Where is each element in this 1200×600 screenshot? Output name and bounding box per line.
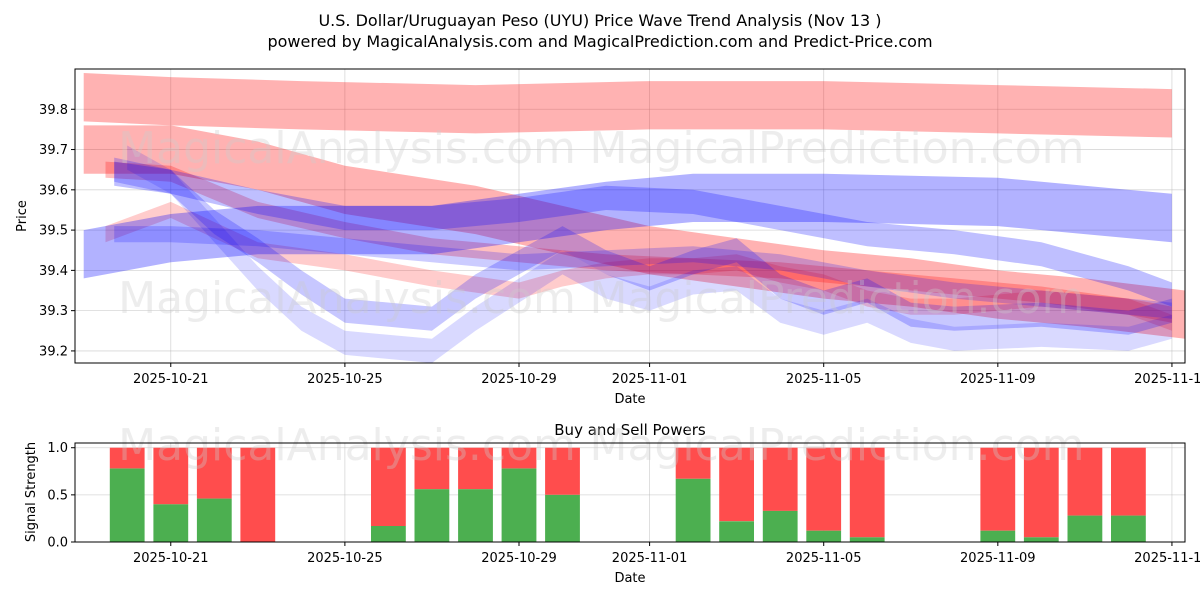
buy-bar xyxy=(109,468,145,542)
chart-title: U.S. Dollar/Uruguayan Peso (UYU) Price W… xyxy=(318,11,881,30)
sell-bar xyxy=(109,447,145,469)
buy-bar xyxy=(719,521,754,542)
sell-bar xyxy=(501,447,537,469)
buy-bar xyxy=(1111,515,1146,542)
price-xlabel: Date xyxy=(614,392,645,407)
buy-bar xyxy=(762,510,798,542)
buy-bar xyxy=(414,489,450,542)
price-band-red-low xyxy=(105,201,1172,331)
buy-bar xyxy=(1067,515,1103,542)
price-band-blue-upper xyxy=(83,173,1172,279)
sell-bar xyxy=(719,447,754,522)
price-ytick-label: 39.3 xyxy=(39,304,68,319)
buy-bar xyxy=(196,498,232,542)
buy-bar xyxy=(458,489,493,542)
price-band-red-upper xyxy=(83,73,1172,138)
power-xticks: 2025-10-21 2025-10-25 2025-10-29 2025-11-01… xyxy=(133,542,1200,566)
power-frame xyxy=(74,442,1186,543)
sell-bar xyxy=(1023,447,1059,538)
price-series xyxy=(83,73,1186,363)
price-band-red-mid xyxy=(105,161,1172,323)
sell-bar xyxy=(458,447,493,490)
sell-bar xyxy=(196,447,232,499)
buy-bar xyxy=(849,537,885,542)
power-xtick-label: 2025-11-05 xyxy=(786,551,862,566)
power-xlabel: Date xyxy=(614,571,645,586)
price-xtick-label: 2025-10-29 xyxy=(481,372,557,387)
power-ytick-label: 0.0 xyxy=(47,536,68,551)
power-ylabel: Signal Strength xyxy=(24,442,39,542)
price-ytick-label: 39.7 xyxy=(39,143,68,158)
power-ytick-label: 0.5 xyxy=(47,488,68,503)
sell-bar xyxy=(1067,447,1103,516)
watermark-right-3: MagicalPrediction.com xyxy=(590,420,1085,471)
price-ylabel: Price xyxy=(15,200,30,232)
watermark-left-3: MagicalAnalysis.com xyxy=(118,420,576,471)
price-band-red-main xyxy=(83,125,1186,339)
price-xtick-label: 2025-10-25 xyxy=(307,372,383,387)
power-chart: Buy and Sell Powers MagicalAnalysis.com … xyxy=(24,420,1200,586)
buy-bar xyxy=(675,478,711,542)
power-ytick-label: 1.0 xyxy=(47,441,68,456)
price-chart: MagicalAnalysis.com MagicalPrediction.co… xyxy=(15,68,1200,407)
sell-bar xyxy=(806,447,842,531)
power-yticks: 0.0 0.5 1.0 xyxy=(47,441,75,551)
price-yticks: 39.2 39.3 39.4 39.5 39.6 39.7 39.8 xyxy=(39,103,75,359)
price-frame xyxy=(74,68,1186,364)
power-xtick-label: 2025-11-09 xyxy=(960,551,1036,566)
buy-bar xyxy=(501,468,537,542)
sell-bar xyxy=(980,447,1016,531)
price-grid xyxy=(75,69,1185,363)
buy-bar xyxy=(980,530,1016,542)
price-xtick-label: 2025-11-01 xyxy=(612,372,688,387)
power-title: Buy and Sell Powers xyxy=(554,421,706,439)
price-band-blue-deep xyxy=(127,145,1172,363)
power-xtick-label: 2025-10-29 xyxy=(481,551,557,566)
sell-bar xyxy=(849,447,885,538)
sell-bar xyxy=(675,447,711,479)
power-xtick-label: 2025-11-01 xyxy=(612,551,688,566)
power-xtick-label: 2025-11-13 xyxy=(1134,551,1200,566)
price-xtick-label: 2025-11-09 xyxy=(960,372,1036,387)
watermark-right-2: MagicalPrediction.com xyxy=(590,273,1085,324)
buy-bar xyxy=(806,530,842,542)
power-xtick-label: 2025-10-25 xyxy=(307,551,383,566)
sell-bar xyxy=(762,447,798,511)
price-band-blue-wave xyxy=(114,157,1172,335)
power-xtick-label: 2025-10-21 xyxy=(133,551,209,566)
watermark-left-2: MagicalAnalysis.com xyxy=(118,273,576,324)
sell-bar xyxy=(414,447,450,490)
watermark-right: MagicalPrediction.com xyxy=(590,123,1085,174)
power-bars xyxy=(109,447,1146,542)
sell-bar xyxy=(371,447,406,526)
sell-bar xyxy=(545,447,580,495)
watermark-left: MagicalAnalysis.com xyxy=(118,123,576,174)
price-ytick-label: 39.5 xyxy=(39,224,68,239)
buy-bar xyxy=(1023,537,1059,542)
price-xtick-label: 2025-11-13 xyxy=(1134,372,1200,387)
price-ytick-label: 39.6 xyxy=(39,183,68,198)
buy-bar xyxy=(371,526,406,542)
price-ytick-label: 39.8 xyxy=(39,103,68,118)
price-band-blue-flat xyxy=(114,226,1172,319)
chart-subtitle: powered by MagicalAnalysis.com and Magic… xyxy=(267,32,932,51)
sell-bar xyxy=(1111,447,1146,516)
price-xticks: 2025-10-21 2025-10-25 2025-10-29 2025-11-01… xyxy=(133,363,1200,387)
price-ytick-label: 39.2 xyxy=(39,344,68,359)
price-xtick-label: 2025-10-21 xyxy=(133,372,209,387)
buy-bar xyxy=(153,504,189,542)
buy-bar xyxy=(545,494,580,542)
price-ytick-label: 39.4 xyxy=(39,264,68,279)
price-band-purple-band xyxy=(114,161,1172,307)
sell-bar xyxy=(240,447,276,542)
price-xtick-label: 2025-11-05 xyxy=(786,372,862,387)
sell-bar xyxy=(153,447,189,505)
